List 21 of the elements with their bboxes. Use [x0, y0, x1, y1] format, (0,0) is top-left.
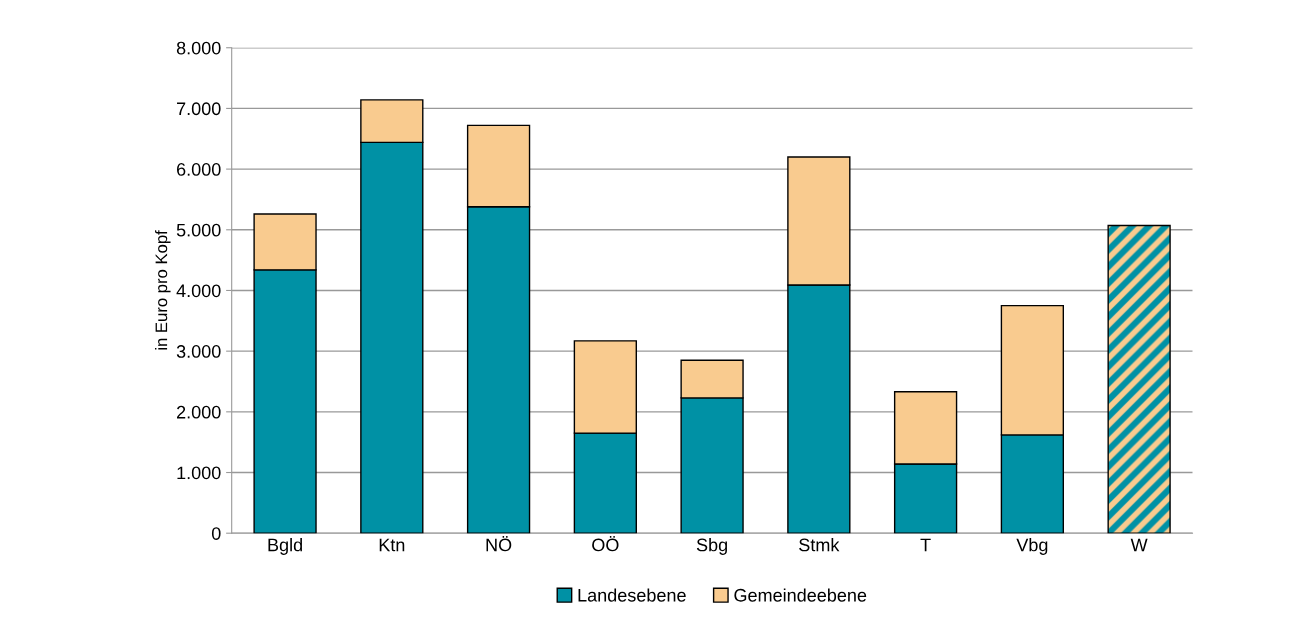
y-tick-label: 4.000 [176, 284, 221, 298]
y-axis-title: in Euro pro Kopf [155, 230, 171, 350]
y-tick-label: 2.000 [177, 405, 221, 419]
x-tick-label: Ktn [379, 538, 405, 552]
y-tick-label: 6.000 [177, 163, 221, 176]
x-tick-label: Vbg [1016, 538, 1048, 555]
x-tick-label: Stmk [799, 538, 840, 552]
x-tick-label: W [1130, 538, 1148, 552]
y-tick-label: 5.000 [176, 223, 221, 237]
y-tick-label: 8.000 [176, 41, 221, 55]
x-tick-label: Sbg [696, 538, 727, 555]
y-tick-label: 0 [211, 527, 221, 540]
x-tick-label: NÖ [486, 536, 512, 552]
legend-label: Landesebene [578, 588, 686, 602]
y-tick-label: 7.000 [177, 102, 221, 116]
y-tick-label: 3.000 [176, 345, 221, 358]
y-tick-label: 1.000 [177, 466, 221, 480]
x-tick-label: OÖ [592, 536, 619, 552]
legend-label: Gemeindeebene [734, 588, 867, 602]
x-tick-label: T [920, 538, 931, 552]
x-tick-label: Bgld [268, 538, 302, 555]
